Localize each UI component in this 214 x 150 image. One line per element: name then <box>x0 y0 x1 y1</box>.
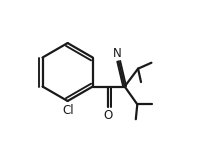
Text: N: N <box>113 47 122 60</box>
Text: O: O <box>103 109 113 122</box>
Text: Cl: Cl <box>62 104 74 117</box>
